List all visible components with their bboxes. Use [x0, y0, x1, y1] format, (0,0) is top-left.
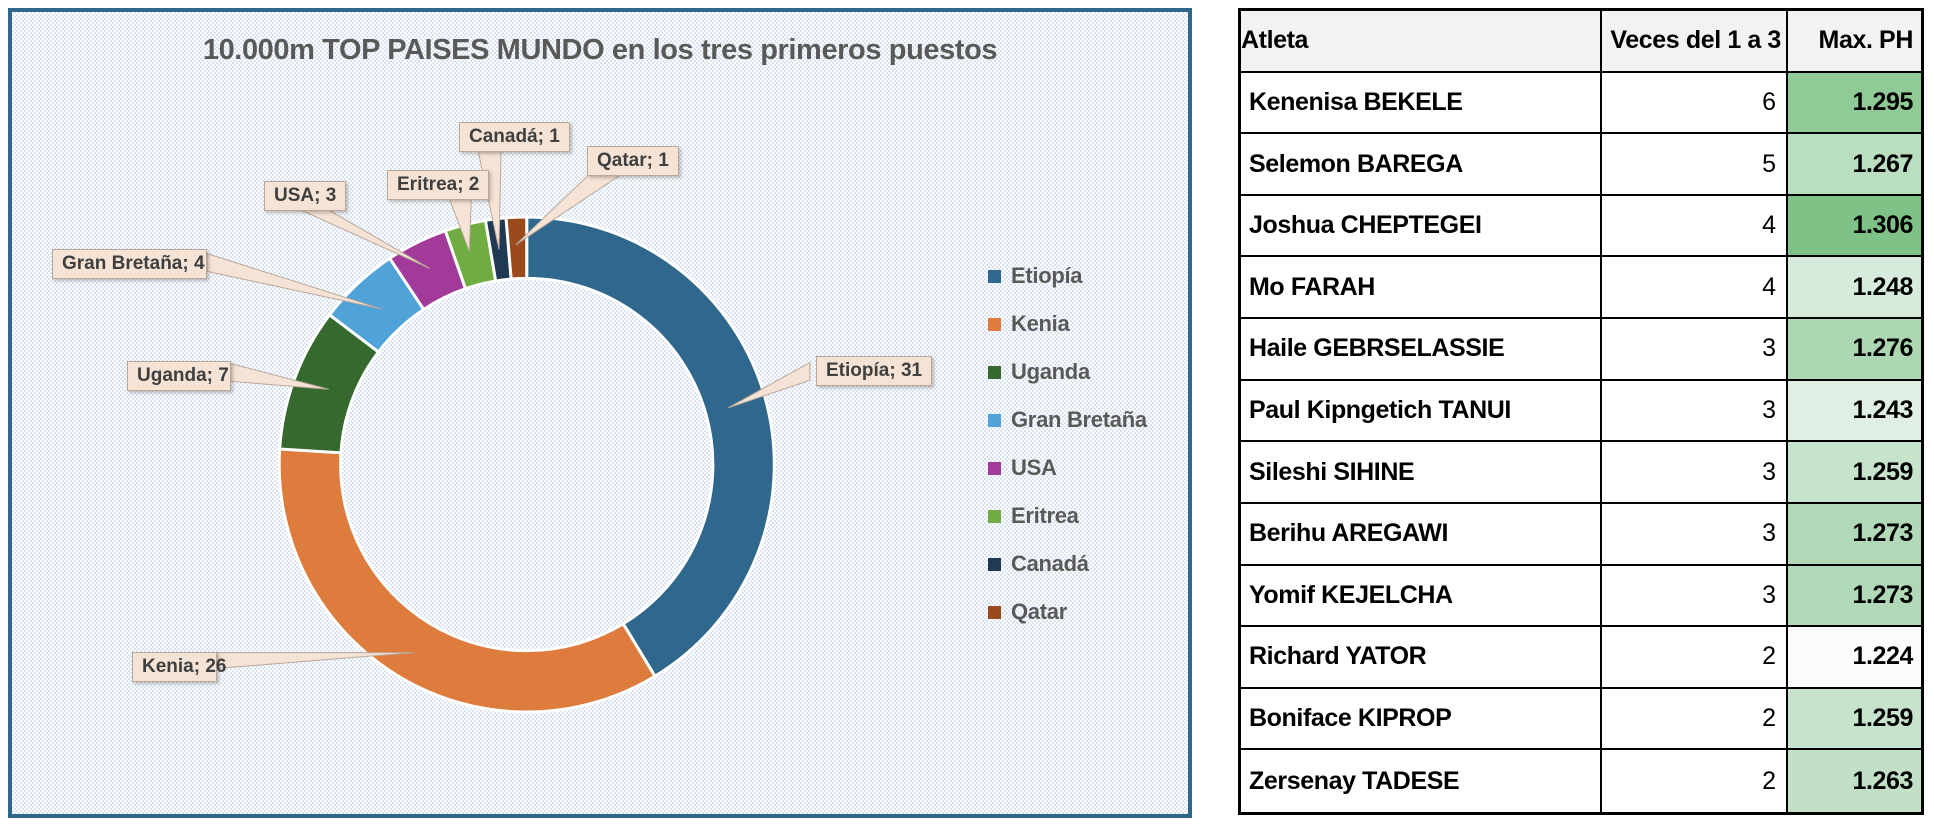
cell-max-ph[interactable]: 1.259: [1787, 442, 1921, 504]
cell-max-ph[interactable]: 1.306: [1787, 195, 1921, 258]
legend-item-2: Uganda: [988, 348, 1147, 396]
chart-title: 10.000m TOP PAISES MUNDO en los tres pri…: [202, 34, 998, 66]
donut-slice-7[interactable]: [504, 215, 529, 281]
legend-swatch-icon: [988, 317, 1001, 331]
legend-label: Uganda: [1011, 359, 1090, 384]
cell-atleta[interactable]: Joshua CHEPTEGEI: [1241, 195, 1603, 258]
cell-veces[interactable]: 6: [1602, 72, 1788, 135]
callout-gran-bretana: Gran Bretaña; 4: [52, 249, 207, 279]
callout-usa: USA; 3: [264, 181, 347, 211]
legend-label: Gran Bretaña: [1011, 407, 1147, 432]
leader-etiopia: [727, 361, 811, 409]
donut-chart: [206, 151, 811, 714]
leader-gran-bretana: [206, 252, 383, 310]
callout-eritrea: Eritrea; 2: [387, 170, 490, 200]
cell-veces[interactable]: 3: [1602, 319, 1788, 381]
legend-label: Etiopía: [1011, 263, 1083, 288]
legend-label: Qatar: [1011, 599, 1067, 624]
legend-item-7: Qatar: [988, 588, 1147, 636]
donut-slices: [277, 215, 776, 714]
legend-swatch-icon: [988, 557, 1001, 571]
callout-qatar: Qatar; 1: [587, 146, 679, 176]
cell-max-ph[interactable]: 1.273: [1787, 565, 1921, 628]
cell-veces[interactable]: 4: [1602, 195, 1788, 258]
cell-veces[interactable]: 3: [1602, 442, 1788, 504]
col-header-max-ph[interactable]: Max. PH: [1787, 11, 1921, 73]
callout-canada: Canadá; 1: [459, 122, 570, 152]
athlete-table: Atleta Veces del 1 a 3 Max. PH Kenenisa BEK…: [1238, 8, 1924, 815]
callout-kenia: Kenia; 26: [132, 652, 226, 682]
cell-veces[interactable]: 2: [1602, 750, 1788, 812]
cell-veces[interactable]: 5: [1602, 134, 1788, 196]
cell-atleta[interactable]: Selemon BAREGA: [1241, 134, 1603, 196]
donut-slice-1[interactable]: [277, 447, 658, 714]
cell-atleta[interactable]: Kenenisa BEKELE: [1241, 72, 1603, 135]
legend-label: Kenia: [1011, 311, 1070, 336]
cell-max-ph[interactable]: 1.248: [1787, 257, 1921, 320]
legend-swatch-icon: [988, 413, 1001, 427]
cell-atleta[interactable]: Paul Kipngetich TANUI: [1241, 380, 1603, 443]
chart-legend: Etiopía Kenia Uganda Gran Bretaña USA Eritrea…: [988, 252, 1147, 636]
cell-atleta[interactable]: Sileshi SIHINE: [1241, 442, 1603, 504]
cell-veces[interactable]: 3: [1602, 380, 1788, 443]
cell-atleta[interactable]: Yomif KEJELCHA: [1241, 565, 1603, 628]
callout-etiopia: Etiopía; 31: [816, 356, 933, 386]
callout-uganda: Uganda; 7: [127, 361, 231, 391]
legend-item-3: Gran Bretaña: [988, 396, 1147, 444]
cell-atleta[interactable]: Zersenay TADESE: [1241, 750, 1603, 812]
cell-veces[interactable]: 3: [1602, 503, 1788, 566]
legend-item-6: Canadá: [988, 540, 1147, 588]
cell-max-ph[interactable]: 1.267: [1787, 134, 1921, 196]
cell-atleta[interactable]: Richard YATOR: [1241, 627, 1603, 689]
cell-veces[interactable]: 2: [1602, 627, 1788, 689]
col-header-atleta[interactable]: Atleta: [1241, 11, 1603, 73]
cell-veces[interactable]: 2: [1602, 688, 1788, 751]
legend-swatch-icon: [988, 269, 1001, 283]
cell-max-ph[interactable]: 1.263: [1787, 750, 1921, 812]
legend-swatch-icon: [988, 365, 1001, 379]
legend-item-4: USA: [988, 444, 1147, 492]
cell-max-ph[interactable]: 1.224: [1787, 627, 1921, 689]
col-header-veces[interactable]: Veces del 1 a 3: [1602, 11, 1788, 73]
cell-max-ph[interactable]: 1.243: [1787, 380, 1921, 443]
legend-swatch-icon: [988, 461, 1001, 475]
donut-slice-0[interactable]: [525, 215, 776, 679]
cell-atleta[interactable]: Haile GEBRSELASSIE: [1241, 319, 1603, 381]
cell-atleta[interactable]: Boniface KIPROP: [1241, 688, 1603, 751]
legend-label: Canadá: [1011, 551, 1089, 576]
legend-swatch-icon: [988, 509, 1001, 523]
legend-item-5: Eritrea: [988, 492, 1147, 540]
legend-swatch-icon: [988, 605, 1001, 619]
legend-label: USA: [1011, 455, 1057, 480]
cell-max-ph[interactable]: 1.259: [1787, 688, 1921, 751]
legend-item-1: Kenia: [988, 300, 1147, 348]
donut-chart-panel: 10.000m TOP PAISES MUNDO en los tres pri…: [8, 8, 1192, 818]
legend-label: Eritrea: [1011, 503, 1079, 528]
cell-atleta[interactable]: Mo FARAH: [1241, 257, 1603, 320]
cell-atleta[interactable]: Berihu AREGAWI: [1241, 503, 1603, 566]
callout-leader-lines: [206, 151, 811, 669]
cell-veces[interactable]: 4: [1602, 257, 1788, 320]
cell-max-ph[interactable]: 1.273: [1787, 503, 1921, 566]
cell-max-ph[interactable]: 1.276: [1787, 319, 1921, 381]
cell-veces[interactable]: 3: [1602, 565, 1788, 628]
legend-item-0: Etiopía: [988, 252, 1147, 300]
cell-max-ph[interactable]: 1.295: [1787, 72, 1921, 135]
leader-usa: [300, 209, 430, 269]
